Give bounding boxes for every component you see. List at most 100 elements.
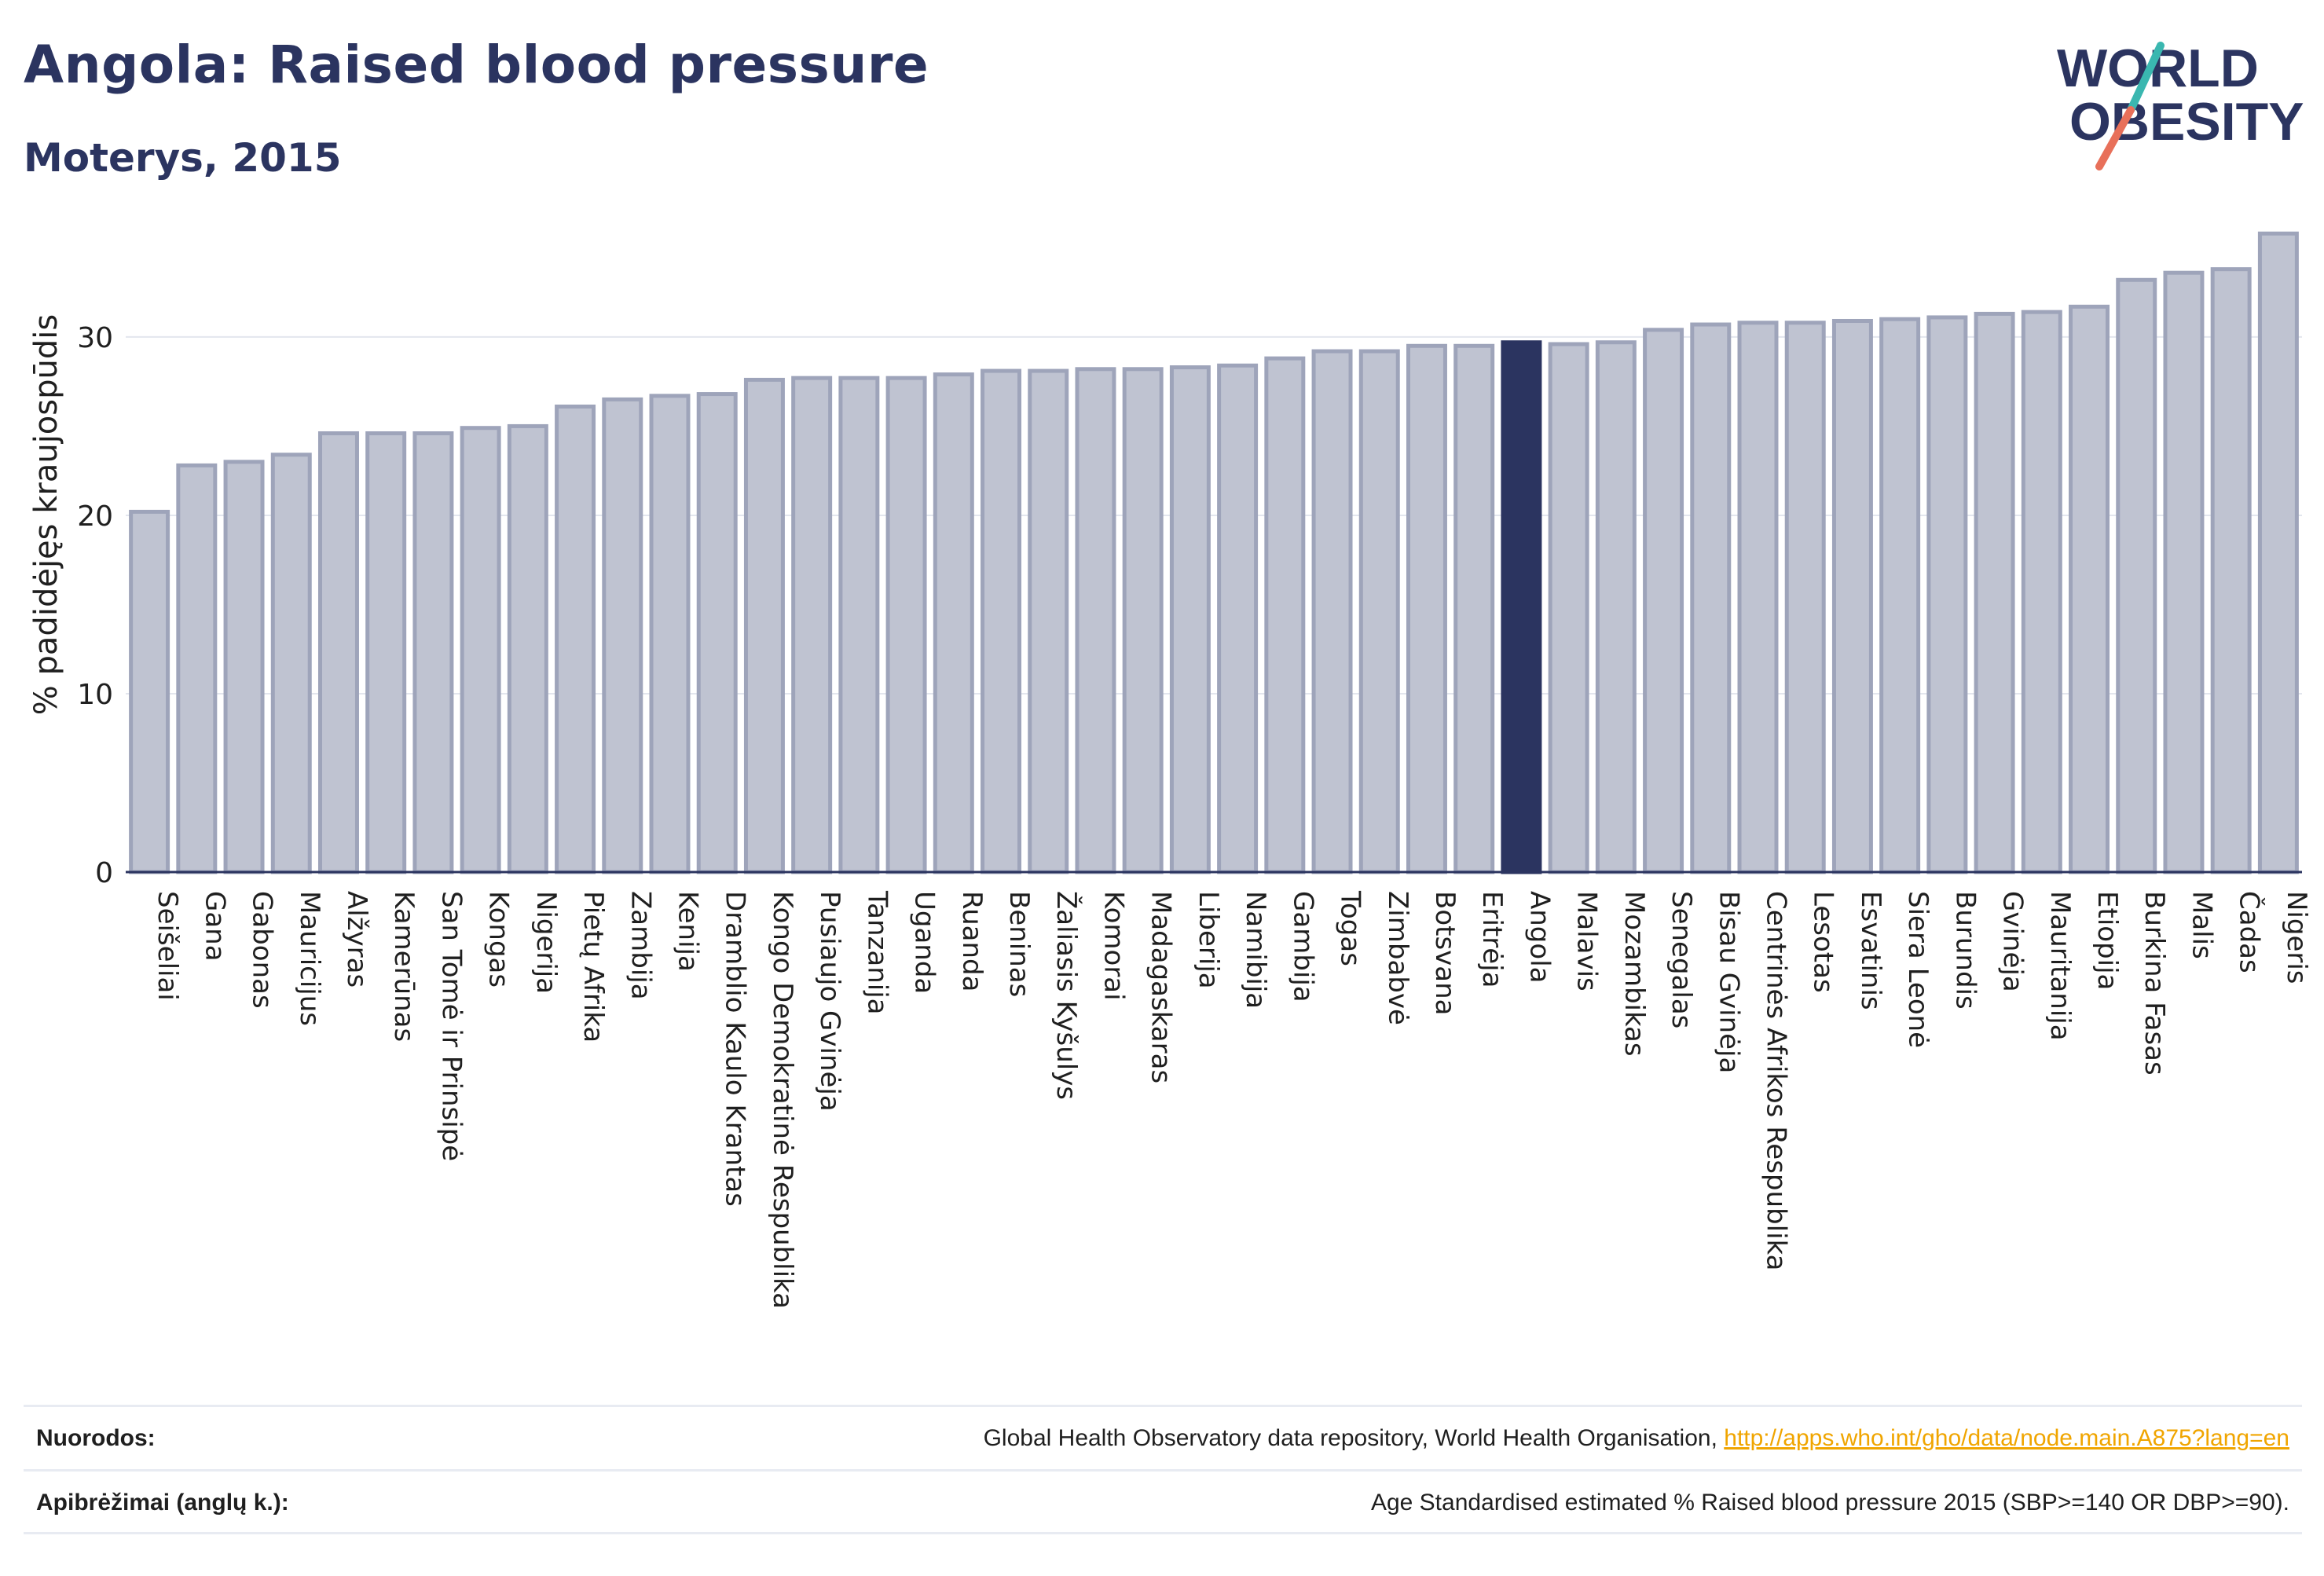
x-tick-label: Zambija bbox=[625, 891, 656, 1000]
x-tick-label: Namibija bbox=[1240, 891, 1271, 1009]
x-tick-label: Centrinės Afrikos Respublika bbox=[1761, 891, 1792, 1270]
bar bbox=[507, 423, 548, 874]
bar bbox=[1595, 340, 1637, 874]
x-tick-label: Esvatinis bbox=[1855, 891, 1886, 1010]
bar bbox=[1926, 315, 1968, 874]
x-tick-label: Ruanda bbox=[956, 891, 988, 991]
x-tick-label: Gabonas bbox=[247, 891, 278, 1009]
bar bbox=[1358, 349, 1400, 874]
sources-link[interactable]: http://apps.who.int/gho/data/node.main.A… bbox=[1724, 1425, 2289, 1451]
bar bbox=[555, 404, 596, 874]
bar bbox=[1122, 367, 1164, 874]
x-tick-label: Botsvana bbox=[1429, 891, 1461, 1016]
bar bbox=[2210, 267, 2252, 874]
x-tick-label: San Tomė ir Prinsipė bbox=[435, 891, 467, 1161]
bar bbox=[838, 376, 880, 874]
bar bbox=[933, 372, 974, 874]
bar bbox=[1217, 363, 1259, 874]
bar bbox=[981, 368, 1022, 874]
logo-text-obesity: OBESITY bbox=[2069, 92, 2304, 152]
bar bbox=[2116, 277, 2157, 874]
y-tick-label: 20 bbox=[77, 500, 113, 533]
bar bbox=[2069, 304, 2110, 874]
footer-divider bbox=[24, 1532, 2302, 1534]
x-tick-label: Burkina Fasas bbox=[2139, 891, 2170, 1076]
x-tick-label: Dramblio Kaulo Krantas bbox=[720, 891, 751, 1207]
x-tick-label: Gana bbox=[199, 891, 230, 962]
bar bbox=[1690, 322, 1732, 874]
x-tick-label: Kongas bbox=[483, 891, 515, 988]
x-tick-label: Žaliasis Kyšulys bbox=[1050, 891, 1083, 1100]
x-tick-label: Pusiaujo Gvinėja bbox=[814, 891, 845, 1112]
x-tick-label: Mauritanija bbox=[2044, 891, 2076, 1041]
x-tick-label: Malavis bbox=[1571, 891, 1603, 991]
bar bbox=[460, 426, 501, 874]
bar bbox=[317, 431, 359, 874]
x-tick-label: Malis bbox=[2186, 891, 2217, 959]
logo-slash-coral bbox=[2095, 106, 2135, 170]
x-tick-label: Etiopija bbox=[2091, 891, 2123, 990]
x-tick-label: Angola bbox=[1523, 891, 1555, 983]
bar bbox=[649, 394, 691, 874]
x-tick-label: Uganda bbox=[909, 891, 940, 994]
chart-title: Angola: Raised blood pressure bbox=[24, 35, 929, 95]
sources-label: Nuorodos: bbox=[36, 1425, 156, 1451]
bar bbox=[1784, 321, 1826, 874]
sources-value: Global Health Observatory data repositor… bbox=[984, 1425, 2302, 1452]
x-tick-label: Mozambikas bbox=[1618, 891, 1650, 1057]
x-tick-label: Bisau Gvinėja bbox=[1713, 891, 1744, 1073]
bar bbox=[696, 392, 738, 874]
bar bbox=[2021, 310, 2062, 874]
bar-highlighted bbox=[1501, 340, 1542, 874]
bar-chart: 0 10 20 30 Seišeliai Gana Gabonas Mauricijus Al… bbox=[28, 231, 2312, 1309]
definitions-row: Apibrėžimai (anglų k.): Age Standardised… bbox=[24, 1469, 2302, 1534]
x-tick-labels: Seišeliai Gana Gabonas Mauricijus Alžyras Kam… bbox=[152, 890, 2312, 1309]
x-tick-label: Alžyras bbox=[341, 891, 372, 988]
sources-row: Nuorodos: Global Health Observatory data… bbox=[24, 1405, 2302, 1470]
bar bbox=[1264, 356, 1306, 874]
bar bbox=[602, 397, 643, 874]
bar bbox=[791, 376, 833, 874]
logo-slash-teal bbox=[2127, 42, 2165, 114]
x-tick-label: Kenija bbox=[673, 891, 704, 972]
x-tick-label: Čadas bbox=[2234, 891, 2266, 973]
bar bbox=[1453, 343, 1495, 874]
x-tick-label: Senegalas bbox=[1666, 891, 1697, 1028]
x-tick-label: Beninas bbox=[1003, 891, 1035, 997]
bar bbox=[885, 376, 927, 874]
y-axis-label: % padidėjęs kraujospūdis bbox=[28, 314, 64, 715]
x-tick-label: Nigeris bbox=[2281, 891, 2312, 984]
x-tick-label: Zimbabvė bbox=[1382, 891, 1413, 1025]
x-tick-label: Tanzanija bbox=[861, 890, 893, 1014]
x-tick-label: Siera Leonė bbox=[1902, 891, 1934, 1048]
bar bbox=[129, 509, 170, 874]
bar bbox=[1737, 321, 1779, 874]
x-tick-label: Togas bbox=[1335, 890, 1366, 966]
y-tick-labels: 0 10 20 30 bbox=[77, 322, 113, 889]
x-tick-label: Mauricijus bbox=[294, 891, 325, 1026]
x-tick-label: Burundis bbox=[1949, 891, 1981, 1010]
bar bbox=[2163, 270, 2205, 874]
x-tick-label: Komorai bbox=[1098, 891, 1129, 1001]
x-tick-label: Nigerija bbox=[530, 891, 562, 994]
bar bbox=[365, 431, 407, 874]
bar bbox=[1028, 368, 1069, 874]
sources-text: Global Health Observatory data repositor… bbox=[983, 1425, 1725, 1451]
bar bbox=[1643, 328, 1684, 874]
x-tick-label: Gambija bbox=[1287, 891, 1318, 1002]
bar bbox=[1974, 311, 2015, 874]
bar bbox=[1075, 367, 1116, 874]
x-tick-label: Madagaskaras bbox=[1146, 891, 1177, 1083]
definitions-text: Age Standardised estimated % Raised bloo… bbox=[1370, 1490, 2289, 1516]
bar bbox=[270, 453, 312, 874]
bar bbox=[412, 431, 454, 874]
bar bbox=[1548, 342, 1589, 874]
x-tick-label: Gvinėja bbox=[1997, 891, 2029, 992]
x-tick-label: Pietų Afrika bbox=[577, 891, 609, 1043]
bar bbox=[1831, 318, 1873, 874]
y-tick-label: 10 bbox=[77, 679, 113, 711]
bars bbox=[129, 231, 2299, 874]
bar bbox=[2257, 231, 2299, 874]
x-tick-label: Seišeliai bbox=[152, 891, 183, 1001]
bar bbox=[176, 463, 218, 874]
